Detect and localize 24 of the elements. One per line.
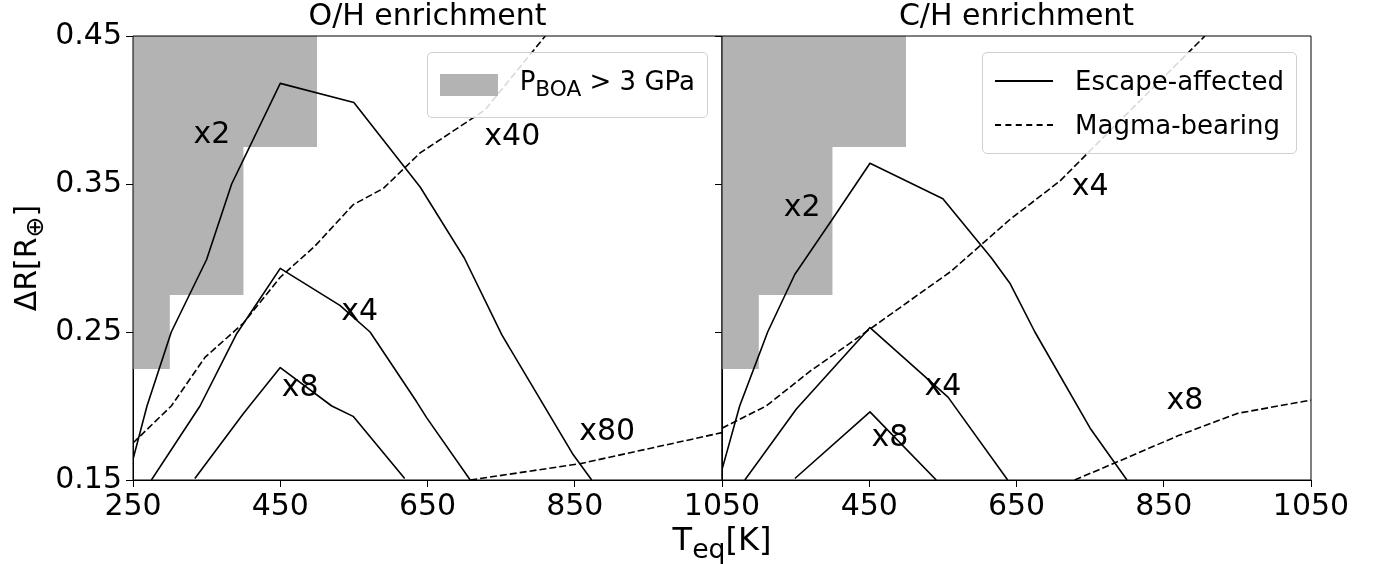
x-axis-title: T$_{eq}$[K] [672,520,772,564]
annotation: x40 [484,116,541,152]
x-tick-label: 450 [251,486,309,522]
y-tick-label: 0.25 [55,311,122,347]
x-tick-label: 850 [546,486,604,522]
annotation: x2 [193,114,231,150]
chart-title: O/H enrichment [308,0,547,32]
y-tick-label: 0.35 [55,163,122,199]
legend-label: P$_{BOA}$ > 3 GPa [519,65,695,104]
annotation: x4 [1071,166,1109,202]
annotation: x4 [341,292,379,328]
legend-label: Escape-affected [1075,65,1284,98]
y-tick-label: 0.45 [55,15,122,51]
x-tick-label: 450 [840,486,898,522]
x-tick-label: 1050 [683,486,761,522]
chart-title: C/H enrichment [898,0,1135,32]
x-tick-label: 1050 [1272,486,1350,522]
annotation: x2 [783,187,821,223]
x-tick-label: 850 [1135,486,1193,522]
legend-label: Magma-bearing [1075,109,1280,142]
x-tick-label: 650 [398,486,457,522]
annotation: x8 [1166,381,1204,417]
annotation: x80 [579,412,636,448]
x-tick-label: 650 [987,486,1046,522]
